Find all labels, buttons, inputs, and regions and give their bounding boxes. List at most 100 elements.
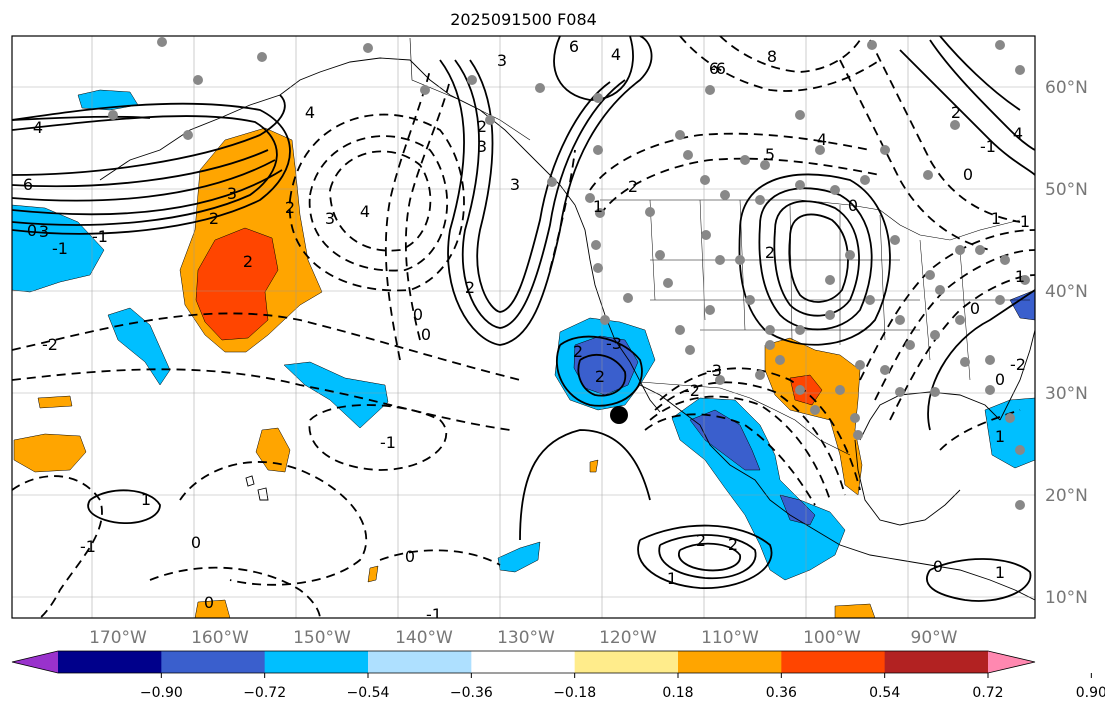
contour-solid-20 xyxy=(87,489,161,524)
contour-solid-22 xyxy=(899,49,1035,176)
contour-dashed-20 xyxy=(839,59,991,251)
colorbar-extend-right xyxy=(988,651,1035,673)
contour-dashed-2 xyxy=(308,135,449,272)
contour-label: 4 xyxy=(1013,124,1023,143)
contour-label: 3 xyxy=(39,222,49,241)
shade-cyan-2 xyxy=(283,361,389,429)
lat-label: 10°N xyxy=(1045,588,1088,608)
contour-solid-16 xyxy=(577,354,627,397)
contour-label: 5 xyxy=(765,145,775,164)
lon-label: 120°W xyxy=(599,628,657,648)
shade-orange-small-4 xyxy=(367,565,379,583)
contour-label: 2 xyxy=(243,252,253,271)
contour-solid-19 xyxy=(678,542,741,572)
contour-solid-12 xyxy=(773,200,860,317)
contour-label: -1 xyxy=(80,537,96,556)
coast-baja xyxy=(639,384,1035,601)
contour-label: -2 xyxy=(42,335,58,354)
colorbar-outline xyxy=(11,650,1036,674)
lon-label: 100°W xyxy=(803,628,861,648)
contour-dashed-12 xyxy=(644,413,816,506)
contour-solid-5 xyxy=(12,159,276,202)
contour-label: 4 xyxy=(360,202,370,221)
colorbar-tick-label: −0.18 xyxy=(553,685,596,701)
contour-solid-6 xyxy=(12,169,283,216)
contour-label: 3 xyxy=(325,209,335,228)
contour-solid-23 xyxy=(929,39,1035,151)
contour-solid-1 xyxy=(12,102,291,235)
coast-east xyxy=(999,329,1035,421)
contour-label: 0 xyxy=(970,299,980,318)
contour-label: -6 xyxy=(710,59,726,78)
contour-dashed-26 xyxy=(549,149,576,271)
contour-dashed-9 xyxy=(649,395,831,501)
contour-dashed-4 xyxy=(12,312,521,381)
center-marker xyxy=(610,406,628,424)
colorbar-tick-label: 0.18 xyxy=(662,685,693,701)
border-alaska-canada xyxy=(409,37,531,141)
colorbar-tick-label: 0.72 xyxy=(972,685,1003,701)
colorbar-tick-label: 0.90 xyxy=(1076,685,1105,701)
contour-solid-7 xyxy=(439,36,653,346)
contour-solid-9 xyxy=(469,59,611,313)
colorbar-segment xyxy=(678,651,782,673)
contour-dashed-13 xyxy=(859,229,1035,381)
contour-label: 1 xyxy=(991,209,1001,228)
contour-label: 1 xyxy=(995,427,1005,446)
coast-gulf xyxy=(859,391,1001,441)
lat-label: 50°N xyxy=(1045,180,1088,200)
colorbar-segment xyxy=(471,651,576,673)
border-us-mexico xyxy=(639,381,851,456)
contour-solid-11 xyxy=(758,187,873,331)
contour-dashed-18 xyxy=(679,36,881,92)
shade-orange-small-3 xyxy=(255,427,291,473)
contour-label: 2 xyxy=(595,367,605,386)
contour-label: 4 xyxy=(611,45,621,64)
contour-label: -1 xyxy=(380,433,396,452)
contour-solid-15 xyxy=(555,335,643,407)
coast-mexico-gulf xyxy=(854,439,961,526)
contour-label: 2 xyxy=(477,117,487,136)
coastline-layer xyxy=(99,37,1035,601)
contour-solid-10 xyxy=(553,36,634,101)
contour-dashed-14 xyxy=(874,249,1035,401)
dashed-contours xyxy=(12,36,1035,618)
contour-dashed-27 xyxy=(939,409,1021,451)
contour-label: 8 xyxy=(767,47,777,66)
colorbar-segment xyxy=(161,651,266,673)
contour-label: 6 xyxy=(709,59,719,78)
lon-label: 90°W xyxy=(911,628,958,648)
lon-labels: 170°W 160°W 150°W 140°W 130°W 120°W 110°… xyxy=(89,628,958,648)
lon-label: 130°W xyxy=(497,628,555,648)
colorbar-segment xyxy=(368,651,472,673)
shade-blue-mexico xyxy=(689,409,761,471)
contour-label: 1 xyxy=(141,490,151,509)
lat-label: 40°N xyxy=(1045,282,1088,302)
contour-solid-4 xyxy=(12,149,269,188)
contour-solid-18 xyxy=(658,534,757,580)
lat-label: 20°N xyxy=(1045,486,1088,506)
contour-dashed-8 xyxy=(179,461,367,586)
colorbar-segment xyxy=(781,651,886,673)
contour-solid-17 xyxy=(637,524,773,589)
contour-dashed-1 xyxy=(329,150,432,252)
gridlines xyxy=(12,36,1035,618)
colorbar-tick-label: −0.36 xyxy=(450,685,493,701)
colorbar-segment xyxy=(574,651,679,673)
colorbar-tick-label: 0.36 xyxy=(766,685,797,701)
contour-dashed-22 xyxy=(149,566,321,618)
shade-orange-small-7 xyxy=(589,459,599,473)
contour-label: 6 xyxy=(23,175,33,194)
contour-label: 4 xyxy=(33,118,43,137)
contour-dashed-19 xyxy=(719,36,861,73)
contour-label: 0 xyxy=(191,533,201,552)
contour-label: 3 xyxy=(510,175,520,194)
colorbar-tick-label: −0.54 xyxy=(347,685,390,701)
shade-orange-small-5 xyxy=(834,603,876,618)
contour-dashed-24 xyxy=(405,79,451,341)
contour-dashed-6 xyxy=(308,404,448,471)
contour-label: 1 xyxy=(995,563,1005,582)
contour-label: 0 xyxy=(933,557,943,576)
contour-label: -1 xyxy=(52,239,68,258)
contour-label: -3 xyxy=(606,334,622,353)
